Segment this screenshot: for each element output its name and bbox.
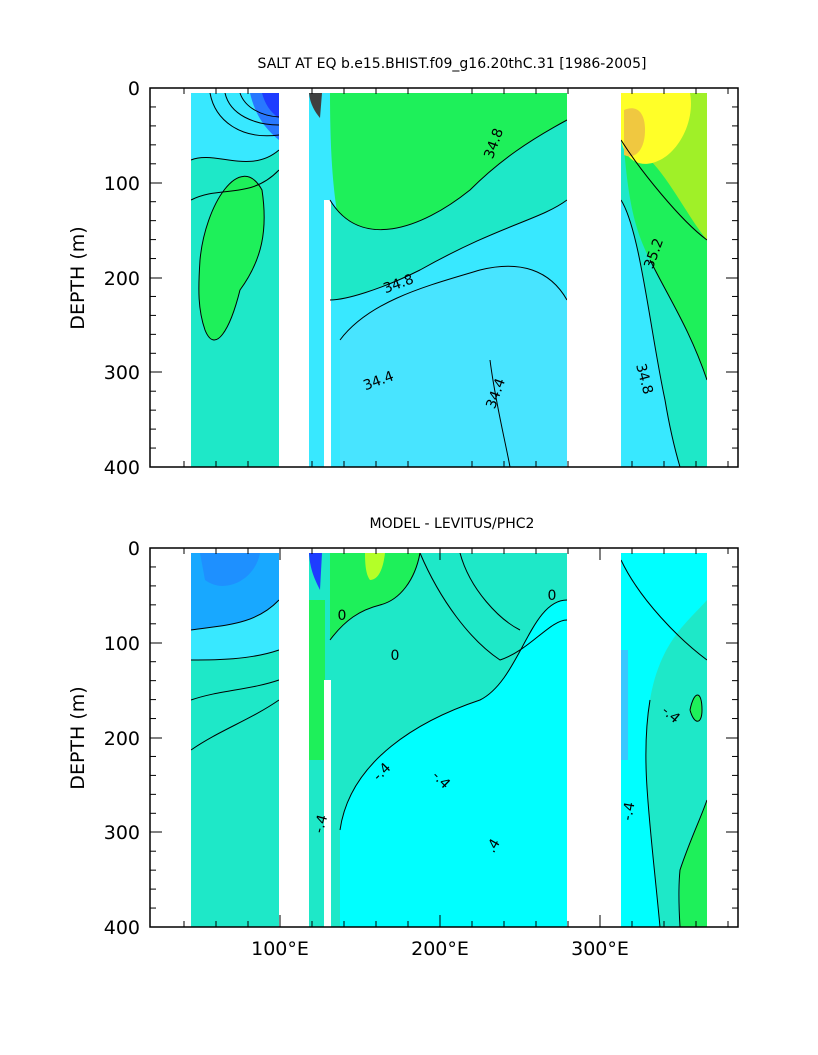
bottom-region-pacific-green [330, 553, 420, 640]
bottom-y-ticks [150, 547, 738, 833]
bottom-surface-gap [150, 548, 738, 553]
bottom-y-tick-label: 400 [104, 917, 140, 939]
top-y-tick-label: 100 [104, 173, 140, 195]
top-contour-line [620, 139, 708, 241]
top-contours [190, 92, 708, 467]
top-region-indian-darkblue [262, 93, 279, 118]
top-region-atlantic-cyan [621, 200, 680, 467]
top-region-pacific-west-dark [309, 93, 322, 118]
top-region-indian-green [198, 176, 265, 341]
bottom-land-gap [279, 548, 309, 927]
top-y-tick-label: 300 [104, 362, 140, 384]
bottom-y-tick-label: 100 [104, 633, 140, 655]
top-contour-line [329, 119, 568, 231]
bottom-contour-line [689, 694, 703, 722]
top-contour-line [649, 259, 708, 381]
bottom-region-atlantic-spot [690, 695, 702, 722]
bottom-contour-line [190, 649, 280, 661]
top-y-axis-label: DEPTH (m) [67, 226, 89, 329]
top-contour-line [239, 92, 280, 118]
top-contour-line [209, 92, 280, 137]
x-tick-label: 200°E [411, 938, 469, 960]
bottom-contour-line [419, 552, 568, 661]
top-contour-line [198, 175, 265, 341]
bottom-contour-line [190, 699, 280, 751]
minor-ticks [150, 88, 738, 927]
x-tick-label: 300°E [571, 938, 629, 960]
top-land-gap [279, 88, 309, 467]
top-region-pacific-low [340, 266, 567, 467]
top-surface-gap [150, 88, 738, 93]
bottom-contour-label: 0 [391, 648, 400, 664]
top-contour-line [489, 359, 511, 467]
bottom-panel: MODEL - LEVITUS/PHC2 [67, 516, 739, 960]
top-y-ticks [150, 87, 738, 373]
bottom-contour-line [339, 599, 568, 831]
top-field [191, 93, 707, 467]
bottom-contour-line [459, 552, 521, 631]
top-contour-label: 34.8 [632, 362, 656, 396]
bottom-region-pacific-west-green [309, 600, 325, 760]
bottom-contour-label: 0 [548, 588, 557, 604]
bottom-contour-label: 0 [338, 608, 347, 624]
bottom-contour-line [190, 679, 280, 701]
bottom-panel-title: MODEL - LEVITUS/PHC2 [370, 516, 535, 532]
top-contour-line [339, 265, 568, 341]
bottom-contour-label: -.4 [620, 801, 639, 822]
top-land-gaps [150, 88, 738, 467]
top-contour-line [190, 169, 280, 201]
bottom-y-tick-label: 300 [104, 822, 140, 844]
bottom-region-atlantic-green [680, 800, 707, 927]
x-tick-label: 100°E [251, 938, 309, 960]
bottom-region-atlantic-blue [621, 650, 628, 760]
bottom-region-atlantic-cyan [621, 553, 707, 927]
bottom-field [191, 553, 707, 927]
bottom-y-axis-label: DEPTH (m) [67, 686, 89, 789]
top-region-atlantic-orange [624, 108, 645, 157]
bottom-region-pacific-gap [324, 680, 331, 927]
top-contour-line [329, 199, 568, 301]
bottom-contour-line [329, 552, 421, 641]
bottom-contours [190, 552, 708, 927]
top-contour-line [620, 199, 681, 467]
top-region-pacific-gap [324, 200, 331, 467]
bottom-contour-label: -.4 [311, 813, 331, 835]
bottom-y-tick-label: 200 [104, 728, 140, 750]
bottom-region-pacific-west-blue [309, 553, 322, 590]
bottom-land-gap [567, 548, 621, 927]
top-contour-line [190, 149, 280, 163]
top-region-pacific-mid [330, 120, 567, 300]
bottom-contour-line [190, 599, 280, 631]
top-panel-title: SALT AT EQ b.e15.BHIST.f09_g16.20thC.31 … [258, 56, 647, 72]
bottom-region-indian-deep [200, 553, 260, 586]
bottom-contour-line [645, 699, 661, 927]
top-contour-line [224, 92, 280, 126]
top-y-tick-label: 400 [104, 457, 140, 479]
bottom-contour-line [678, 799, 708, 927]
top-y-tick-label: 0 [128, 78, 140, 100]
top-region-pacific-green [330, 93, 567, 270]
bottom-x-ticks [279, 548, 601, 927]
bottom-land-gaps [150, 548, 738, 927]
bottom-contour-line [620, 559, 708, 661]
bottom-region-pacific-cyan [340, 600, 567, 927]
top-land-gap [567, 88, 621, 467]
top-panel: SALT AT EQ b.e15.BHIST.f09_g16.20thC.31 … [67, 56, 739, 479]
bottom-region-pacific-yellow [365, 553, 385, 580]
top-y-tick-label: 200 [104, 268, 140, 290]
bottom-y-tick-label: 0 [128, 538, 140, 560]
